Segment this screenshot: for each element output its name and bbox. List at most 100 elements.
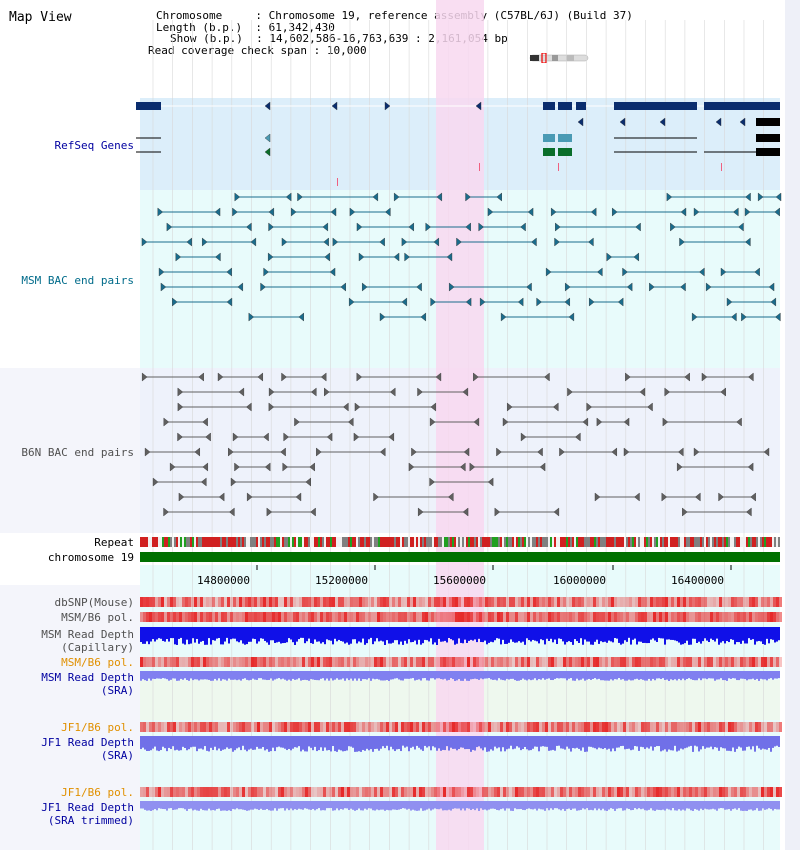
depth-bar — [364, 671, 366, 680]
repeat-mark — [660, 537, 662, 547]
heat-cell — [173, 597, 176, 607]
depth-bar — [266, 736, 268, 750]
jf1-b6-pol-2-label[interactable]: JF1/B6 pol. — [61, 786, 134, 799]
depth-bar — [438, 671, 440, 679]
depth-bar — [354, 736, 356, 752]
heat-cell — [737, 787, 740, 797]
heat-cell — [179, 597, 182, 607]
depth-bar — [158, 736, 160, 752]
repeat-mark — [198, 537, 200, 547]
depth-bar — [352, 801, 354, 810]
depth-bar — [636, 671, 638, 679]
jf1-read-depth-2-label[interactable]: JF1 Read Depth (SRA trimmed) — [41, 801, 134, 827]
heat-cell — [683, 612, 686, 622]
depth-bar — [764, 671, 766, 680]
msm-bac-end — [545, 267, 552, 277]
jf1-b6-pol-1-label[interactable]: JF1/B6 pol. — [61, 721, 134, 734]
repeat-mark — [250, 537, 252, 547]
heat-cell — [527, 722, 530, 732]
heat-cell — [158, 722, 161, 732]
depth-bar — [638, 627, 640, 642]
depth-bar — [488, 671, 490, 679]
heat-cell — [296, 597, 299, 607]
snp-mark — [721, 163, 722, 171]
repeat-mark — [646, 537, 648, 547]
depth-bar — [714, 627, 716, 642]
msm-b6-pol-label[interactable]: MSM/B6 pol. — [61, 611, 134, 624]
msm-bac-end — [202, 237, 208, 247]
depth-bar — [330, 671, 332, 679]
depth-bar — [204, 671, 206, 680]
heat-cell — [278, 722, 281, 732]
heat-cell — [626, 722, 629, 732]
heat-cell — [425, 612, 428, 622]
b6n-bac-end — [463, 447, 470, 457]
msm-read-depth-sra-label[interactable]: MSM Read Depth (SRA) — [41, 671, 134, 697]
depth-bar — [302, 671, 304, 681]
repeat-mark — [348, 537, 350, 547]
depth-bar — [248, 627, 250, 642]
heat-cell — [659, 722, 662, 732]
heat-cell — [719, 612, 722, 622]
heat-cell — [320, 787, 323, 797]
repeat-mark — [182, 537, 184, 547]
depth-bar — [230, 627, 232, 640]
msm-bac-label[interactable]: MSM BAC end pairs — [21, 274, 134, 287]
repeat-mark — [422, 537, 424, 547]
msm-read-depth-cap-label[interactable]: MSM Read Depth (Capillary) — [41, 628, 134, 654]
b6n-bac-label[interactable]: B6N BAC end pairs — [21, 446, 134, 459]
chromosome-ideogram[interactable] — [528, 53, 590, 63]
heat-cell — [362, 612, 365, 622]
repeat-label[interactable]: Repeat — [94, 536, 134, 549]
heat-cell — [200, 597, 203, 607]
depth-bar — [454, 671, 456, 681]
depth-bar — [756, 736, 758, 746]
depth-bar — [668, 801, 670, 810]
heat-cell — [617, 597, 620, 607]
dbsnp-label[interactable]: dbSNP(Mouse) — [54, 596, 134, 609]
depth-bar — [388, 671, 390, 681]
heat-cell — [533, 612, 536, 622]
heat-cell — [542, 612, 545, 622]
depth-bar — [200, 671, 202, 680]
depth-bar — [564, 801, 566, 811]
heat-cell — [716, 787, 719, 797]
heat-cell — [254, 657, 257, 667]
heat-cell — [287, 597, 290, 607]
depth-bar — [544, 627, 546, 645]
depth-bar — [386, 801, 388, 810]
depth-bar — [480, 801, 482, 809]
heat-cell — [236, 657, 239, 667]
depth-bar — [264, 627, 266, 641]
heat-cell — [332, 612, 335, 622]
depth-bar — [444, 736, 446, 751]
heat-cell — [338, 722, 341, 732]
heat-cell — [368, 597, 371, 607]
msm-b6-pol-sra-label[interactable]: MSM/B6 pol. — [61, 656, 134, 669]
heat-cell — [569, 722, 572, 732]
repeat-mark — [288, 537, 290, 547]
depth-bar — [342, 671, 344, 679]
depth-bar — [562, 801, 564, 809]
depth-bar — [658, 801, 660, 810]
depth-bar — [642, 801, 644, 809]
refseq-label[interactable]: RefSeq Genes — [54, 139, 134, 152]
repeat-mark — [320, 537, 322, 547]
jf1-read-depth-1-label[interactable]: JF1 Read Depth (SRA) — [41, 736, 134, 762]
heat-cell — [257, 612, 260, 622]
heat-cell — [608, 597, 611, 607]
heat-cell — [296, 787, 299, 797]
depth-bar — [314, 736, 316, 747]
depth-bar — [642, 627, 644, 643]
repeat-mark — [694, 537, 696, 547]
heat-cell — [725, 597, 728, 607]
heat-cell — [197, 787, 200, 797]
heat-cell — [692, 597, 695, 607]
heat-cell — [194, 722, 197, 732]
depth-bar — [388, 736, 390, 751]
depth-bar — [538, 671, 540, 680]
heat-cell — [707, 787, 710, 797]
depth-bar — [292, 801, 294, 811]
depth-bar — [572, 671, 574, 681]
